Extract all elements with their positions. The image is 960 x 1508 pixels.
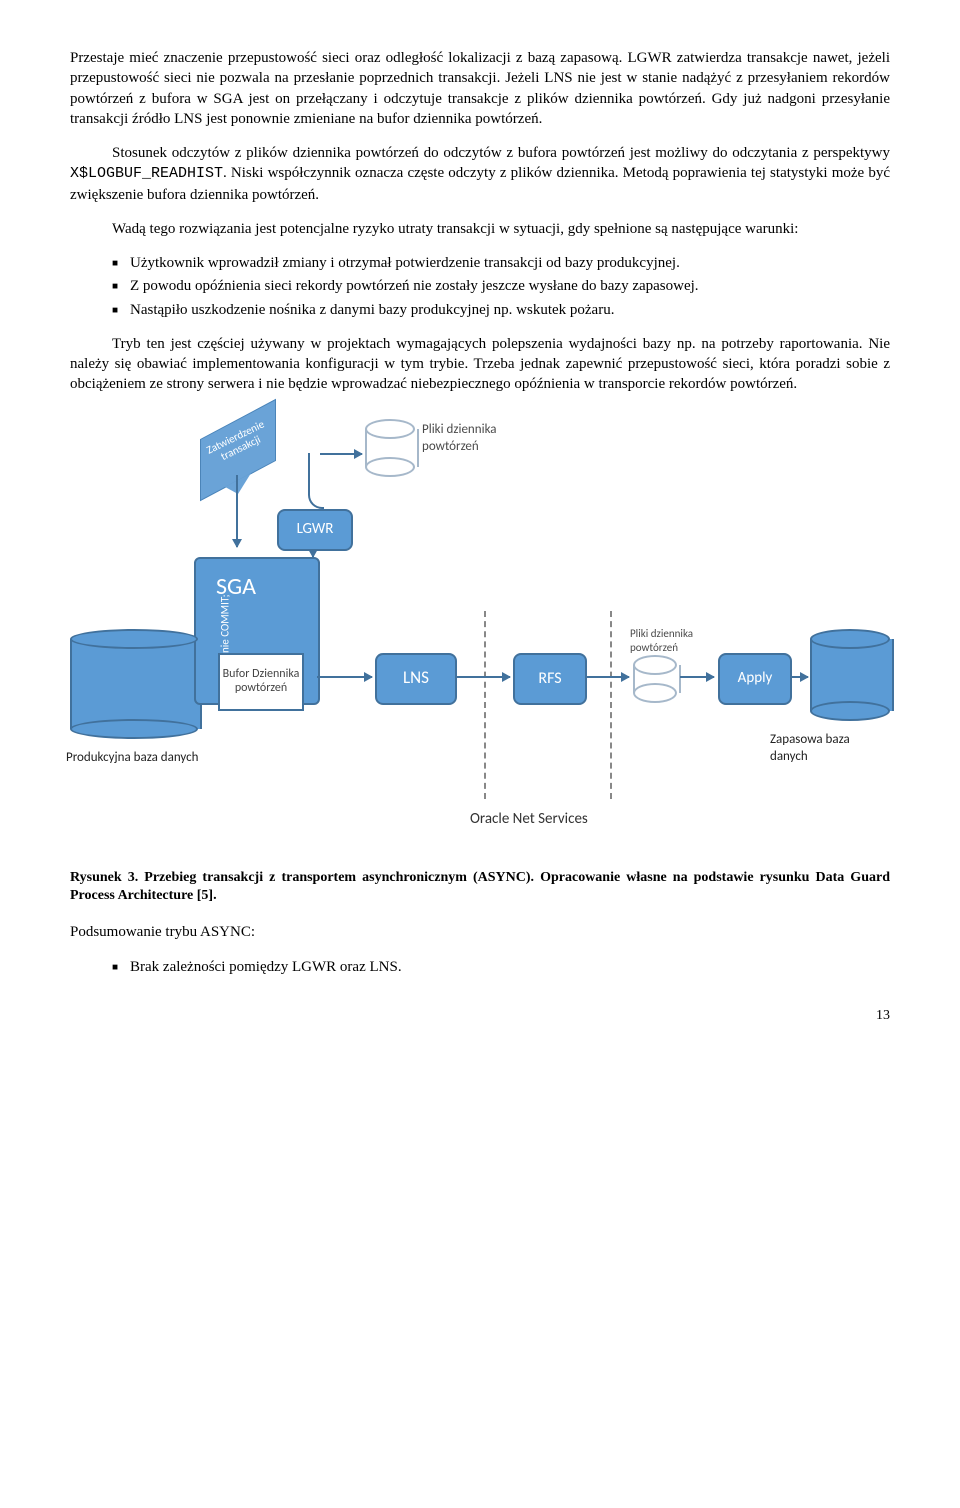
list-item: Nastąpiło uszkodzenie nośnika z danymi b… [112,300,890,320]
bullet-list-summary: Brak zależności pomiędzy LGWR oraz LNS. [70,957,890,977]
arrow-lgwr-sga [312,549,314,557]
net-services-label: Oracle Net Services [470,809,588,829]
figure-caption: Rysunek 3. Przebieg transakcji z transpo… [70,869,890,907]
bullet-list-conditions: Użytkownik wprowadził zmiany i otrzymał … [70,253,890,320]
list-item: Brak zależności pomiędzy LGWR oraz LNS. [112,957,890,977]
code-logbuf: X$LOGBUF_READHIST [70,165,223,182]
paragraph-4: Tryb ten jest częściej używany w projekt… [70,334,890,395]
async-diagram: Zatwierdzenie transakcji Pliki dziennika… [70,413,890,853]
arrow-sga-lns [317,676,372,678]
redo-logs-cylinder-right [633,655,677,703]
arrow-rfs-logs [585,676,629,678]
buffer-box: Bufor Dziennika powtórzeń [218,653,304,711]
apply-box: Apply [718,653,792,705]
arrow-lgwr-logs [320,453,362,455]
rfs-box: RFS [513,653,587,705]
curve-lgwr [308,453,324,509]
arrow-logs-apply [680,676,714,678]
lns-box: LNS [375,653,457,705]
prod-db-cylinder [70,629,198,739]
paragraph-2: Stosunek odczytów z plików dziennika pow… [70,143,890,205]
arrow-commit-down [236,475,238,547]
list-item: Użytkownik wprowadził zmiany i otrzymał … [112,253,890,273]
arrow-apply-standby [790,676,808,678]
summary-title: Podsumowanie trybu ASYNC: [70,922,890,942]
paragraph-3: Wadą tego rozwiązania jest potencjalne r… [70,219,890,239]
redo-logs-cylinder-left [365,419,415,477]
standby-db-label: Zapasowa baza danych [770,731,890,766]
paragraph-1: Przestaje mieć znaczenie przepustowość s… [70,48,890,129]
dashed-boundary-left [484,611,486,799]
redo-logs-label-left: Pliki dziennika powtórzeń [422,421,522,456]
page-number: 13 [70,1007,890,1026]
lgwr-box: LGWR [277,509,353,551]
redo-logs-label-right: Pliki dziennika powtórzeń [630,627,720,657]
dashed-boundary-right [610,611,612,799]
prod-db-label: Produkcyjna baza danych [66,749,198,767]
standby-db-cylinder [810,629,890,721]
paragraph-2a: Stosunek odczytów z plików dziennika pow… [112,145,890,161]
list-item: Z powodu opóźnienia sieci rekordy powtór… [112,276,890,296]
arrow-lns-rfs [455,676,510,678]
